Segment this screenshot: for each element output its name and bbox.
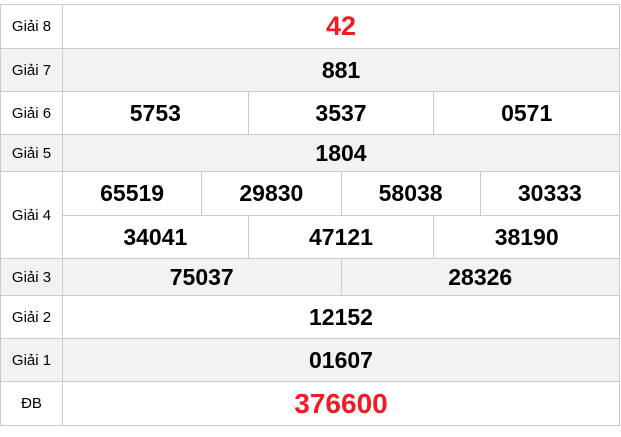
prize-row-giai-3: Giải 3 75037 28326 (1, 258, 619, 295)
prize-row-giai-4-line-2: 34041 47121 38190 (63, 215, 619, 258)
winning-number: 12152 (309, 303, 373, 330)
winning-number: 01607 (309, 346, 373, 373)
winning-number: 75037 (169, 263, 234, 290)
winning-number: 881 (321, 56, 361, 83)
prize-label-giai-8: Giải 8 (1, 5, 63, 48)
prize-row-giai-2: Giải 2 12152 (1, 295, 619, 338)
prize-row-dac-biet: ĐB 376600 (1, 381, 619, 425)
winning-number: 0571 (433, 92, 619, 134)
winning-number: 65519 (100, 180, 165, 206)
prize-label-dac-biet: ĐB (1, 382, 63, 425)
prize-label-giai-3: Giải 3 (1, 259, 63, 295)
winning-number: 47121 (247, 216, 434, 258)
winning-number: 3537 (247, 92, 434, 134)
winning-number: 30333 (479, 172, 619, 215)
winning-number: 5753 (129, 99, 181, 126)
prize-label-giai-5: Giải 5 (1, 135, 63, 171)
prize-row-giai-5: Giải 5 1804 (1, 134, 619, 171)
prize-label-giai-1: Giải 1 (1, 339, 63, 381)
prize-row-giai-7: Giải 7 881 (1, 48, 619, 91)
winning-number: 28326 (340, 259, 620, 295)
winning-number: 29830 (201, 172, 340, 215)
winning-number: 34041 (123, 223, 188, 250)
prize-row-giai-4-line-1: 65519 29830 58038 30333 (63, 172, 619, 215)
prize-row-giai-1: Giải 1 01607 (1, 338, 619, 381)
winning-number: 1804 (315, 139, 367, 166)
prize-label-giai-4: Giải 4 (1, 172, 63, 258)
prize-row-giai-4: Giải 4 65519 29830 58038 30333 34041 471… (1, 171, 619, 258)
prize-label-giai-7: Giải 7 (1, 49, 63, 91)
prize-label-giai-6: Giải 6 (1, 92, 63, 134)
prize-row-giai-6: Giải 6 5753 3537 0571 (1, 91, 619, 134)
winning-number: 42 (325, 11, 357, 41)
winning-number: 58038 (340, 172, 480, 215)
prize-row-giai-8: Giải 8 42 (1, 5, 619, 48)
winning-number: 376600 (294, 387, 388, 419)
lottery-results-table: Giải 8 42 Giải 7 881 Giải 6 5753 3537 05… (0, 4, 620, 426)
prize-label-giai-2: Giải 2 (1, 296, 63, 338)
winning-number: 38190 (433, 216, 619, 258)
